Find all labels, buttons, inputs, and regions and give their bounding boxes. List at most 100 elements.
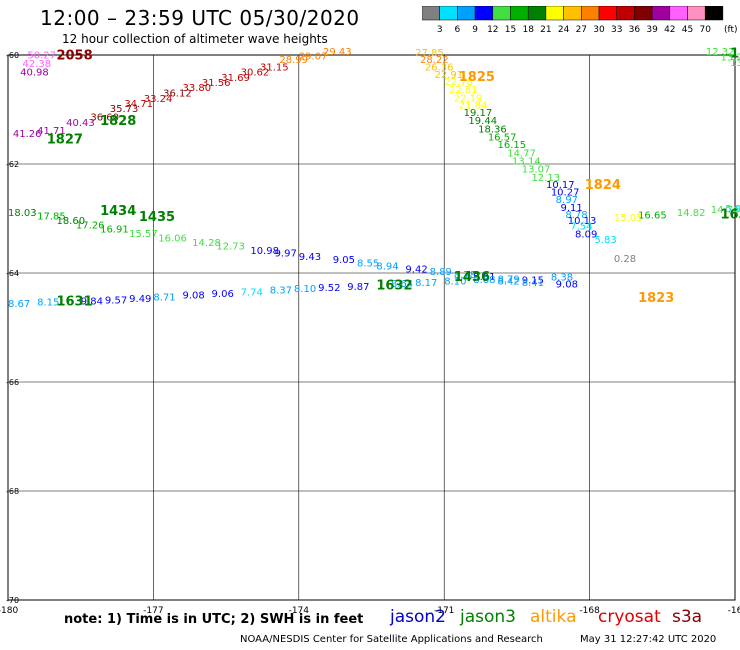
colorbar-label: 21 bbox=[540, 25, 551, 35]
colorbar-label: 15 bbox=[505, 25, 516, 35]
wave-height-value: 9.42 bbox=[405, 264, 427, 275]
wave-height-value: 12.32 bbox=[706, 47, 735, 58]
chart-subtitle: 12 hour collection of altimeter wave hei… bbox=[62, 32, 328, 46]
wave-height-value: 9.08 bbox=[556, 280, 578, 291]
wave-height-value: 9.15 bbox=[522, 275, 544, 286]
wave-height-value: 16.65 bbox=[638, 211, 667, 222]
wave-height-value: 8.78 bbox=[565, 210, 587, 221]
wave-height-value: 26.36 bbox=[425, 62, 454, 73]
wave-height-value: 40.43 bbox=[66, 118, 95, 129]
wave-height-value: 13.28 bbox=[720, 52, 740, 63]
wave-height-value: 14.82 bbox=[677, 208, 706, 219]
credit-line: NOAA/NESDIS Center for Satellite Applica… bbox=[240, 634, 543, 645]
pass-time-label: 1633 bbox=[720, 208, 740, 223]
x-tick-label: -16 bbox=[728, 606, 740, 616]
colorbar-label: 3 bbox=[437, 25, 443, 35]
wave-height-value: 13.14 bbox=[512, 157, 541, 168]
wave-height-value: 13.9 bbox=[730, 58, 740, 69]
wave-height-value: 8.42 bbox=[498, 276, 520, 287]
colorbar-unit: (ft) bbox=[724, 25, 738, 35]
wave-height-value: 12.73 bbox=[216, 242, 245, 253]
chart-note: note: 1) Time is in UTC; 2) SWH is in fe… bbox=[64, 612, 364, 627]
x-tick-label: -180 bbox=[0, 606, 18, 616]
wave-height-value: 16.91 bbox=[100, 225, 129, 236]
generated-timestamp: May 31 12:27:42 UTC 2020 bbox=[580, 634, 717, 645]
wave-height-value: 7.74 bbox=[241, 287, 263, 298]
wave-height-value: 12.13 bbox=[531, 173, 560, 184]
wave-height-value: 10.17 bbox=[546, 180, 575, 191]
wave-height-value: 0.28 bbox=[614, 254, 636, 265]
wave-height-value: 8.41 bbox=[522, 278, 544, 289]
color-scale-legend: 3 6 9 12 15 18 21 24 27 30 33 36 39 42 45 70 (ft) bbox=[422, 6, 738, 35]
colorbar-label: 30 bbox=[593, 25, 605, 35]
wave-height-value: 9.97 bbox=[275, 249, 297, 260]
wave-height-value: 22.91 bbox=[435, 70, 464, 81]
wave-height-value: 36.12 bbox=[163, 88, 192, 99]
wave-height-value: 42.38 bbox=[23, 59, 52, 70]
wave-height-value: 9.49 bbox=[129, 294, 151, 305]
wave-height-value: 13.07 bbox=[522, 165, 551, 176]
wave-height-value: 41.71 bbox=[37, 126, 66, 137]
wave-height-value: 14.77 bbox=[507, 148, 536, 159]
colorbar-label: 24 bbox=[558, 25, 570, 35]
wave-height-value: 33.24 bbox=[144, 94, 173, 105]
wave-height-value: 17.26 bbox=[76, 220, 105, 231]
wave-height-value: 8.97 bbox=[556, 195, 578, 206]
wave-height-value: 10.27 bbox=[551, 188, 580, 199]
wave-height-value: 30.62 bbox=[241, 68, 270, 79]
wave-height-value: 36.60 bbox=[90, 112, 119, 123]
wave-height-value: 8.37 bbox=[270, 286, 292, 297]
colorbar-label: 36 bbox=[629, 25, 641, 35]
wave-height-value: 9.05 bbox=[333, 255, 355, 266]
wave-height-value: 16.06 bbox=[158, 233, 187, 244]
wave-height-value: 8.38 bbox=[551, 273, 573, 284]
wave-height-value: 7.54 bbox=[570, 221, 592, 232]
wave-height-value: 14.76 bbox=[711, 205, 740, 216]
pass-time-label: 1825 bbox=[459, 70, 495, 85]
wave-height-value: 28.22 bbox=[420, 55, 449, 66]
wave-height-value: 5.83 bbox=[594, 235, 616, 246]
wave-height-value: 9.06 bbox=[212, 289, 234, 300]
wave-height-value: 19.17 bbox=[464, 108, 493, 119]
wave-height-value: 9.11 bbox=[561, 203, 583, 214]
wave-height-value: 29.07 bbox=[299, 51, 328, 62]
wave-height-value: 22.81 bbox=[449, 85, 478, 96]
colorbar-label: 9 bbox=[472, 25, 478, 35]
plot-frame bbox=[7, 54, 736, 601]
y-tick-label: -60 bbox=[6, 51, 19, 60]
wave-height-value: 34.71 bbox=[124, 99, 153, 110]
pass-time-label: 1631 bbox=[56, 295, 92, 310]
y-tick-label: -70 bbox=[6, 596, 19, 605]
wave-height-value: 9.43 bbox=[299, 252, 321, 263]
colorbar-label: 12 bbox=[487, 25, 498, 35]
x-tick-label: -177 bbox=[143, 606, 163, 616]
wave-height-value: 35.73 bbox=[110, 104, 139, 115]
colorbar-label: 39 bbox=[646, 25, 658, 35]
wave-height-value: 8.09 bbox=[575, 230, 597, 241]
wave-height-value: 8.79 bbox=[498, 274, 520, 285]
wave-height-value: 9.08 bbox=[182, 291, 204, 302]
wave-height-value: 9.84 bbox=[81, 297, 103, 308]
colorbar-label: 42 bbox=[664, 25, 675, 35]
y-tick-label: -68 bbox=[6, 487, 19, 496]
colorbar-label: 27 bbox=[576, 25, 587, 35]
wave-height-value: 41.26 bbox=[13, 129, 42, 140]
wave-height-value: 10.13 bbox=[568, 216, 597, 227]
pass-time-label: 1434 bbox=[100, 204, 136, 219]
wave-height-value: 31.69 bbox=[221, 73, 250, 84]
satellite-legend-jason2: jason2 bbox=[390, 607, 446, 627]
colorbar-label: 70 bbox=[699, 25, 711, 35]
wave-height-value: 15.05 bbox=[614, 213, 643, 224]
colorbar-label: 18 bbox=[522, 25, 534, 35]
wave-height-value: 17.85 bbox=[37, 212, 66, 223]
satellite-legend-cryosat: cryosat bbox=[598, 607, 661, 627]
wave-height-value: 8.67 bbox=[8, 299, 30, 310]
pass-time-label: 1823 bbox=[638, 291, 674, 306]
wave-height-value: 10.98 bbox=[250, 246, 279, 257]
wave-height-value: 8.64 bbox=[391, 279, 413, 290]
colorbar-label: 45 bbox=[682, 25, 693, 35]
wave-height-value: 33.80 bbox=[182, 83, 211, 94]
wave-height-value: 9.01 bbox=[473, 272, 495, 283]
wave-height-value: 14.28 bbox=[192, 238, 221, 249]
wave-height-value: 8.78 bbox=[454, 270, 476, 281]
